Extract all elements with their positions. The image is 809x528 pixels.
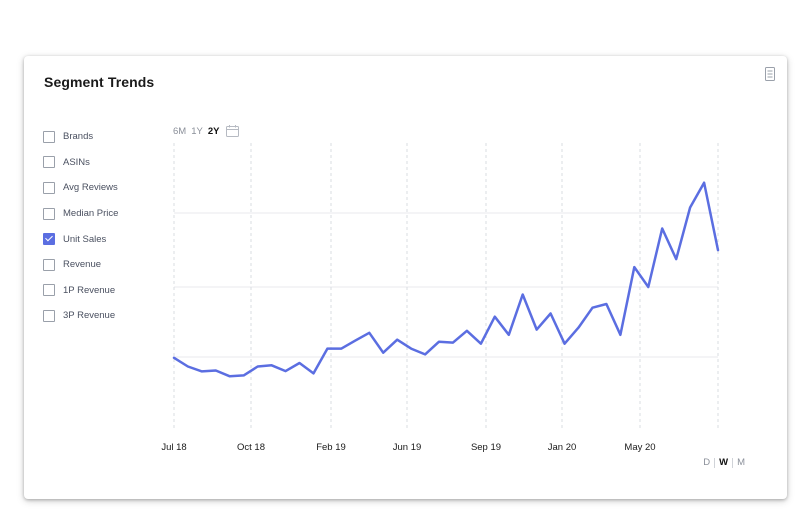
- checkbox[interactable]: [43, 130, 55, 143]
- range-option-2y[interactable]: 2Y: [207, 125, 220, 137]
- x-tick-label: Jul 18: [161, 442, 186, 453]
- unit-sales-series-line: [172, 181, 720, 378]
- metric-label: 3P Revenue: [63, 310, 116, 322]
- metric-option-1p-revenue[interactable]: 1P Revenue: [43, 278, 118, 304]
- metric-option-unit-sales[interactable]: Unit Sales: [43, 226, 118, 252]
- metric-option-revenue[interactable]: Revenue: [43, 252, 118, 278]
- granularity-option-m[interactable]: M: [737, 457, 745, 468]
- time-range-selector: 6M 1Y 2Y: [173, 125, 240, 137]
- metric-label: ASINs: [63, 156, 90, 168]
- granularity-option-w[interactable]: W: [719, 457, 729, 468]
- metric-label: Revenue: [63, 259, 102, 271]
- unit-sales-line-chart: Jul 18 Oct 18 Feb 19 Jun 19 Sep 19 Jan 20 May …: [161, 143, 720, 453]
- x-tick-label: Jun 19: [393, 442, 422, 453]
- checkbox[interactable]: [43, 207, 55, 220]
- x-tick-label: Oct 18: [237, 442, 265, 453]
- x-tick-label: Sep 19: [471, 442, 501, 453]
- checkbox[interactable]: [43, 284, 55, 297]
- metric-option-avg-reviews[interactable]: Avg Reviews: [43, 175, 118, 201]
- x-tick-label: Feb 19: [316, 442, 346, 453]
- checkbox[interactable]: [43, 309, 55, 322]
- metric-option-median-price[interactable]: Median Price: [43, 201, 118, 227]
- checkbox[interactable]: [43, 181, 55, 194]
- granularity-option-d[interactable]: D: [703, 457, 711, 468]
- checkbox[interactable]: [43, 156, 55, 169]
- range-option-1y[interactable]: 1Y: [191, 125, 203, 137]
- x-tick-label: May 20: [624, 442, 655, 453]
- metric-label: 1P Revenue: [63, 284, 116, 296]
- calendar-icon[interactable]: [226, 125, 240, 137]
- x-tick-label: Jan 20: [548, 442, 577, 453]
- metric-label: Median Price: [63, 208, 119, 220]
- metric-option-brands[interactable]: Brands: [43, 124, 118, 150]
- segment-trends-card: Segment Trends Brands ASINs Avg Reviews Med…: [24, 56, 787, 499]
- metric-option-3p-revenue[interactable]: 3P Revenue: [43, 303, 118, 329]
- divider: [732, 457, 734, 468]
- checkbox[interactable]: [43, 258, 55, 271]
- document-menu-icon[interactable]: [765, 67, 775, 81]
- divider: [714, 457, 716, 468]
- metric-option-asins[interactable]: ASINs: [43, 150, 118, 176]
- metric-label: Avg Reviews: [63, 182, 118, 194]
- card-title: Segment Trends: [44, 74, 155, 90]
- metric-label: Unit Sales: [63, 233, 107, 245]
- checkbox-checked[interactable]: [43, 233, 55, 246]
- granularity-selector: D W M: [703, 457, 745, 468]
- metric-label: Brands: [63, 131, 94, 143]
- metric-checklist: Brands ASINs Avg Reviews Median Price Unit S…: [43, 124, 118, 329]
- range-option-6m[interactable]: 6M: [173, 125, 187, 137]
